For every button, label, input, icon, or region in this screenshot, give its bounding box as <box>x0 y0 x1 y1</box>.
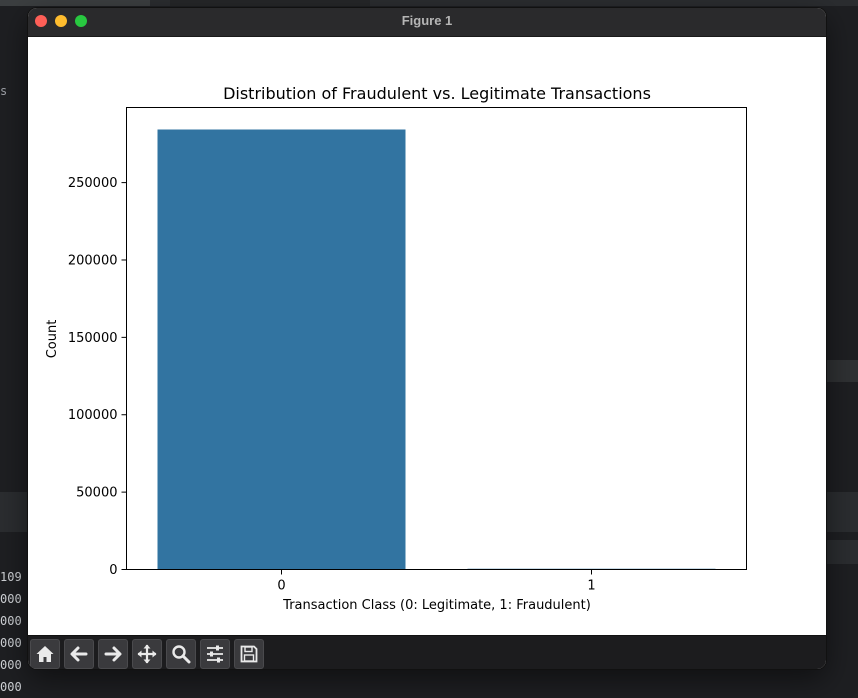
sliders-icon <box>207 645 223 663</box>
back-button[interactable] <box>64 639 94 669</box>
x-tick-label: 0 <box>277 579 285 594</box>
console-line: 109 <box>0 570 22 584</box>
x-axis-label: Transaction Class (0: Legitimate, 1: Fra… <box>282 598 591 613</box>
console-line: 000 <box>0 680 22 694</box>
minimize-window-button[interactable] <box>55 15 67 27</box>
background-panel-band <box>826 360 858 382</box>
background-console-lines: 109 000 000 000 000 000 <box>0 566 26 698</box>
configure-subplots-button[interactable] <box>200 639 230 669</box>
maximize-window-button[interactable] <box>75 15 87 27</box>
close-window-button[interactable] <box>35 15 47 27</box>
background-panel-band <box>826 492 858 532</box>
y-tick-label: 200000 <box>68 253 118 268</box>
bar-0 <box>157 129 406 570</box>
background-editor-topbar <box>0 0 858 6</box>
chart-title: Distribution of Fraudulent vs. Legitimat… <box>223 84 651 103</box>
background-text-fragment: s <box>0 84 8 98</box>
background-code-line <box>170 0 370 6</box>
floppy-disk-icon <box>240 645 258 663</box>
arrow-left-icon <box>70 646 88 662</box>
y-tick-label: 0 <box>109 563 117 578</box>
console-line: 000 <box>0 614 22 628</box>
console-line: 000 <box>0 636 22 650</box>
background-panel-band <box>0 492 28 532</box>
figure-canvas[interactable]: Distribution of Fraudulent vs. Legitimat… <box>28 37 826 635</box>
save-button[interactable] <box>234 639 264 669</box>
x-tick-label: 1 <box>587 579 595 594</box>
background-tab <box>0 0 150 6</box>
navigation-toolbar <box>28 635 826 669</box>
window-titlebar[interactable]: Figure 1 <box>28 8 826 37</box>
background-panel-band <box>826 540 858 564</box>
pan-button[interactable] <box>132 639 162 669</box>
axes-frame <box>126 107 747 570</box>
arrow-right-icon <box>104 646 122 662</box>
bar-chart: Distribution of Fraudulent vs. Legitimat… <box>45 84 747 613</box>
window-title: Figure 1 <box>401 13 453 28</box>
y-tick-label: 100000 <box>68 408 118 423</box>
y-tick-label: 50000 <box>76 486 117 501</box>
y-tick-label: 250000 <box>68 176 118 191</box>
move-icon <box>137 644 157 664</box>
y-tick-label: 150000 <box>68 331 118 346</box>
home-icon <box>36 646 54 662</box>
figure-window: Figure 1 Distribution of Fraudulent vs. … <box>28 8 826 669</box>
y-axis-label: Count <box>45 320 60 359</box>
forward-button[interactable] <box>98 639 128 669</box>
magnifier-icon <box>172 645 191 664</box>
home-button[interactable] <box>30 639 60 669</box>
zoom-button[interactable] <box>166 639 196 669</box>
console-line: 000 <box>0 658 22 672</box>
console-line: 000 <box>0 592 22 606</box>
